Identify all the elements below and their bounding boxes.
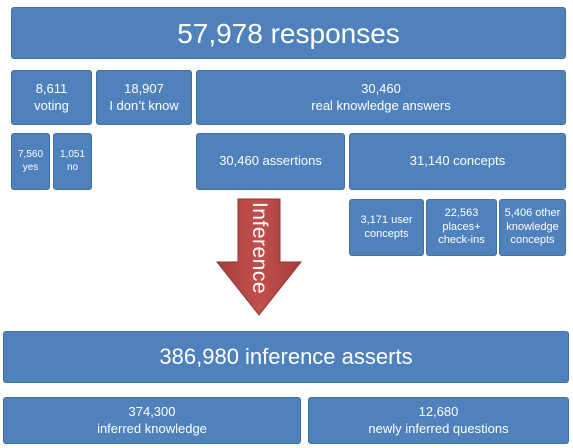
no-number: 1,051 — [59, 149, 86, 160]
voting-number: 8,611 — [35, 81, 68, 97]
places-line3: check-ins — [438, 234, 485, 247]
yes-label: yes — [22, 161, 39, 173]
dont-know-label: I don’t know — [109, 97, 179, 113]
dont-know-number: 18,907 — [124, 81, 164, 97]
real-knowledge-box: 30,460 real knowledge answers — [196, 70, 566, 125]
inference-asserts-box: 386,980 inference asserts — [3, 331, 569, 383]
arrow-shape — [216, 198, 302, 316]
dont-know-box: 18,907 I don’t know — [96, 70, 192, 125]
no-box: 1,051 no — [53, 133, 92, 190]
places-checkins-box: 22,563 places+ check-ins — [426, 199, 497, 256]
inference-arrow-label: Inference — [248, 201, 271, 295]
inference-asserts-label: 386,980 inference asserts — [159, 344, 413, 370]
assertions-box: 30,460 assertions — [196, 133, 345, 190]
other-concepts-line2: knowledge — [506, 220, 559, 233]
inferred-questions-box: 12,680 newly inferred questions — [308, 397, 569, 444]
user-concepts-line1: 3,171 user — [360, 213, 413, 226]
other-concepts-box: 5,406 other knowledge concepts — [499, 199, 566, 256]
inferred-questions-number: 12,680 — [418, 404, 459, 420]
user-concepts-box: 3,171 user concepts — [349, 199, 424, 256]
total-responses-box: 57,978 responses — [11, 7, 566, 59]
yes-box: 7,560 yes — [11, 133, 50, 190]
concepts-box: 31,140 concepts — [349, 133, 566, 190]
yes-number: 7,560 — [17, 149, 44, 160]
assertions-label: 30,460 assertions — [219, 153, 322, 169]
user-concepts-line2: concepts — [364, 227, 409, 240]
inference-arrow-icon — [216, 198, 302, 316]
places-line1: 22,563 — [444, 206, 479, 219]
inferred-knowledge-box: 374,300 inferred knowledge — [3, 397, 301, 444]
inferred-knowledge-number: 374,300 — [128, 404, 176, 420]
no-label: no — [66, 161, 79, 173]
inferred-knowledge-label: inferred knowledge — [97, 420, 207, 436]
real-knowledge-label: real knowledge answers — [311, 97, 451, 113]
concepts-label: 31,140 concepts — [409, 153, 506, 169]
other-concepts-line1: 5,406 other — [504, 206, 561, 219]
total-responses-label: 57,978 responses — [177, 17, 400, 49]
other-concepts-line3: concepts — [510, 234, 555, 247]
inferred-questions-label: newly inferred questions — [368, 420, 509, 436]
voting-box: 8,611 voting — [11, 70, 92, 125]
voting-label: voting — [34, 97, 69, 113]
places-line2: places+ — [442, 220, 481, 233]
real-knowledge-number: 30,460 — [361, 81, 401, 97]
